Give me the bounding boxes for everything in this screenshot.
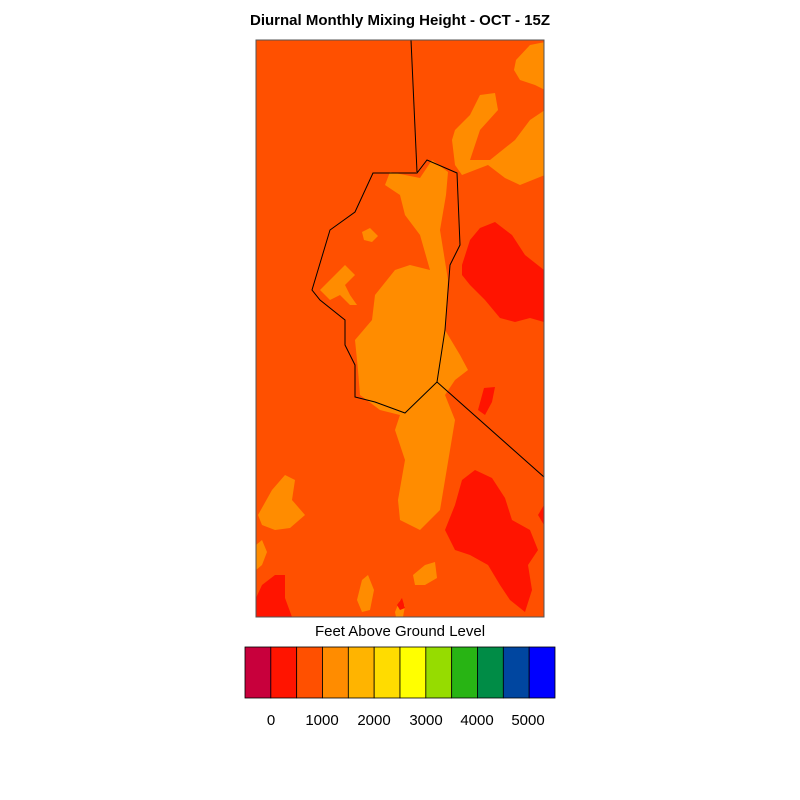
colorbar-tick-4000: 4000	[460, 712, 494, 729]
map-title: Diurnal Monthly Mixing Height - OCT - 15…	[250, 12, 550, 29]
orange-region-lake	[355, 160, 468, 530]
red-region-south-east	[445, 470, 538, 612]
map-frame	[255, 39, 545, 618]
orange-region-south-spot-1	[413, 562, 437, 585]
orange-region-south-spot-2	[357, 575, 374, 612]
red-region-south-west-corner	[256, 575, 292, 617]
colorbar-swatch	[244, 646, 272, 699]
orange-region-north-east	[452, 93, 544, 185]
colorbar-tick-2000: 2000	[357, 712, 391, 729]
colorbar-tick-1000: 1000	[305, 712, 339, 729]
colorbar-label: Feet Above Ground Level	[314, 623, 486, 640]
colorbar-swatch	[502, 646, 530, 699]
colorbar-swatch	[425, 646, 453, 699]
colorbar-tick-5000: 5000	[511, 712, 545, 729]
colorbar-swatch	[322, 646, 349, 699]
boundary-north-south	[410, 39, 418, 173]
orange-region-left-edge	[256, 540, 267, 570]
colorbar-tick-3000: 3000	[409, 712, 443, 729]
lake-outline	[311, 159, 461, 414]
colorbar-swatch	[296, 646, 323, 699]
red-region-east-edge	[538, 505, 544, 525]
orange-region-top-right	[514, 42, 544, 90]
colorbar-swatch	[477, 646, 504, 699]
colorbar-swatch	[347, 646, 375, 699]
orange-region-south-west	[258, 475, 305, 530]
colorbar-swatch	[528, 646, 556, 699]
colorbar	[244, 646, 556, 699]
colorbar-swatch	[373, 646, 401, 699]
red-region-small-east	[478, 387, 495, 415]
colorbar-swatch	[399, 646, 427, 699]
boundary-diagonal	[436, 381, 545, 478]
orange-region-west-lobe	[320, 265, 357, 305]
red-region-south-spot	[397, 598, 405, 610]
state-boundaries	[311, 39, 545, 478]
red-region-east	[462, 222, 544, 322]
colorbar-swatch	[451, 646, 478, 699]
colorbar-swatch	[270, 646, 298, 699]
orange-region-small-1	[362, 228, 378, 242]
colorbar-tick-0: 0	[266, 712, 276, 729]
